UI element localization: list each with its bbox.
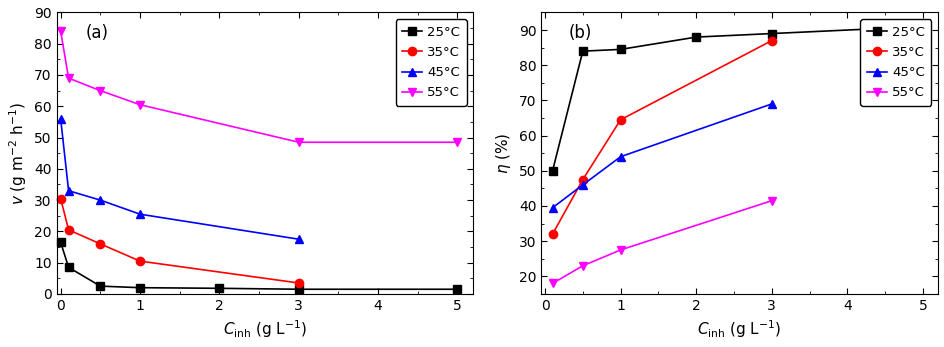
Line: 45°C: 45°C <box>57 115 303 243</box>
Line: 45°C: 45°C <box>548 100 775 212</box>
35°C <box>134 259 145 263</box>
55°C <box>293 140 304 144</box>
45°C <box>293 237 304 241</box>
25°C <box>451 287 463 291</box>
45°C <box>615 155 626 159</box>
45°C <box>63 189 75 193</box>
55°C <box>547 281 558 286</box>
55°C <box>55 29 66 33</box>
25°C <box>63 265 75 269</box>
45°C <box>766 102 777 106</box>
X-axis label: $C_{\mathrm{inh}}$ (g L$^{-1}$): $C_{\mathrm{inh}}$ (g L$^{-1}$) <box>223 318 307 340</box>
55°C <box>615 248 626 252</box>
45°C <box>577 183 588 187</box>
55°C <box>134 103 145 107</box>
45°C <box>94 198 106 202</box>
45°C <box>134 212 145 216</box>
45°C <box>547 206 558 210</box>
Line: 35°C: 35°C <box>548 36 775 238</box>
55°C <box>577 264 588 268</box>
Line: 25°C: 25°C <box>548 22 926 175</box>
X-axis label: $C_{\mathrm{inh}}$ (g L$^{-1}$): $C_{\mathrm{inh}}$ (g L$^{-1}$) <box>697 318 781 340</box>
25°C <box>134 286 145 290</box>
Text: (a): (a) <box>86 24 109 42</box>
25°C <box>94 284 106 288</box>
Legend: 25°C, 35°C, 45°C, 55°C: 25°C, 35°C, 45°C, 55°C <box>859 19 931 106</box>
Line: 35°C: 35°C <box>57 194 303 287</box>
35°C <box>615 118 626 122</box>
25°C <box>615 47 626 51</box>
25°C <box>690 35 701 39</box>
25°C <box>293 287 304 291</box>
45°C <box>55 117 66 121</box>
25°C <box>55 240 66 244</box>
25°C <box>766 32 777 36</box>
55°C <box>94 88 106 93</box>
Line: 55°C: 55°C <box>57 27 462 146</box>
25°C <box>917 24 928 28</box>
Legend: 25°C, 35°C, 45°C, 55°C: 25°C, 35°C, 45°C, 55°C <box>396 19 466 106</box>
35°C <box>94 242 106 246</box>
55°C <box>63 76 75 80</box>
25°C <box>547 169 558 173</box>
55°C <box>766 198 777 203</box>
35°C <box>55 196 66 201</box>
Line: 55°C: 55°C <box>548 196 775 288</box>
25°C <box>577 49 588 53</box>
Text: (b): (b) <box>568 24 592 42</box>
35°C <box>766 39 777 43</box>
35°C <box>547 232 558 236</box>
35°C <box>63 228 75 232</box>
35°C <box>293 281 304 285</box>
25°C <box>213 286 225 290</box>
Y-axis label: $\eta$ (%): $\eta$ (%) <box>494 133 513 174</box>
35°C <box>577 178 588 182</box>
Line: 25°C: 25°C <box>57 238 462 294</box>
Y-axis label: $v$ (g m$^{-2}$ h$^{-1}$): $v$ (g m$^{-2}$ h$^{-1}$) <box>7 102 28 205</box>
55°C <box>451 140 463 144</box>
